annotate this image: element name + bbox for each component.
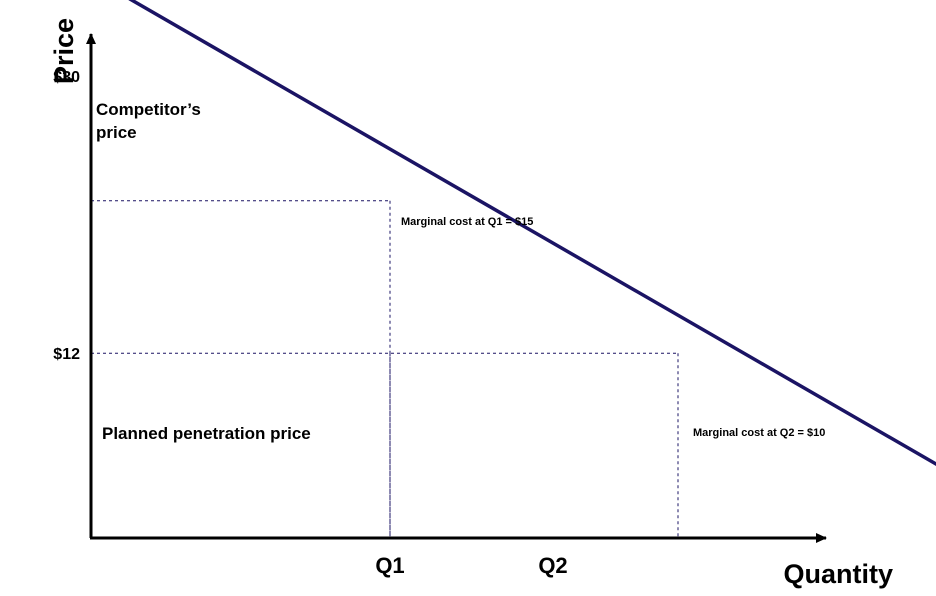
guide-lines: [91, 200, 679, 538]
marginal-cost-q2-annotation: Marginal cost at Q2 = $10: [693, 427, 825, 439]
series-line: [128, 0, 936, 467]
y-tick-label: $12: [53, 346, 80, 363]
x-tick-label: Q2: [538, 553, 567, 578]
marginal-cost-q1-annotation: Marginal cost at Q1 = $15: [401, 216, 533, 228]
competitor-price-annotation: Competitor’s: [96, 100, 201, 119]
y-axis-title: Price: [49, 18, 79, 84]
y-tick-label: $30: [53, 69, 80, 86]
penetration-price-annotation: Planned penetration price: [102, 424, 311, 443]
competitor-price-annotation-line2: price: [96, 123, 137, 142]
x-tick-label: Q1: [375, 553, 404, 578]
x-axis-title: Quantity: [783, 559, 893, 589]
